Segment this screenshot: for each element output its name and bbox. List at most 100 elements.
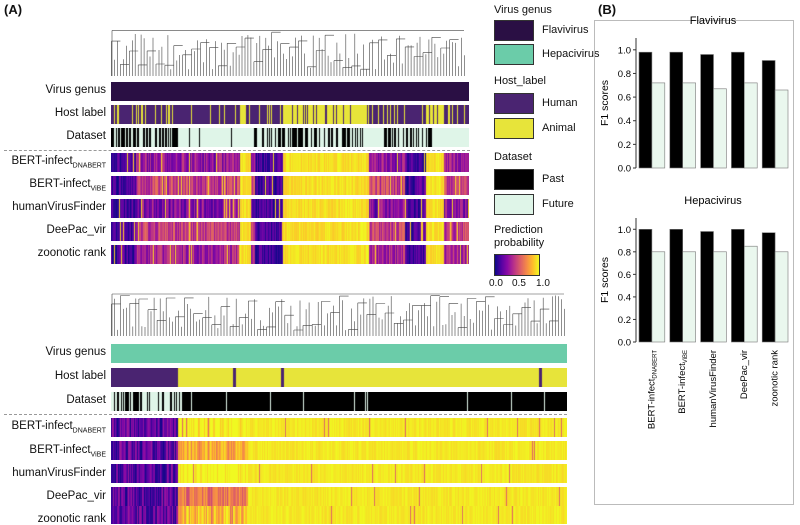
chart-1-ylabel: F1 scores [599, 257, 611, 303]
chart-0-bar-past-1 [669, 51, 684, 169]
hepaci-bert-vibe-sub: ViBE [90, 451, 106, 459]
chart-0-ytick-label-4: 0.8 [618, 69, 631, 80]
hepaci-p3-cells [111, 464, 567, 483]
chart-1-ytick-label-3: 0.6 [618, 270, 631, 281]
legend-human-swatch [494, 93, 534, 114]
flavi-bert-dnabert-track [111, 153, 469, 172]
chart-0-title: Flavivirus [690, 15, 737, 27]
hepaci-bert-vibe-track [111, 441, 567, 460]
legend-tick-1: 1.0 [536, 278, 550, 289]
flavi-host-track [111, 105, 469, 124]
flavi-row-label-bert-vibe: BERT-infectViBE [29, 178, 106, 192]
flavi-row-label-virus-genus: Virus genus [45, 84, 106, 96]
flavi-p2-cells [111, 176, 469, 195]
chart-1-ytick-label-1: 0.2 [618, 315, 631, 326]
hepaci-dataset-track [111, 392, 567, 411]
chart-1-title: Hepacivirus [684, 195, 742, 207]
hepaci-row-label-bert-dnabert: BERT-infectDNABERT [12, 420, 106, 434]
hepaci-p4-cells [111, 487, 567, 506]
chart-1-bar-past-3 [731, 229, 745, 343]
hepaci-p1-cells [111, 418, 567, 437]
chart-1-bar-future-1 [682, 251, 696, 343]
flavi-p5-cells [111, 245, 469, 264]
flavi-p4-cells [111, 222, 469, 241]
chart-1-bar-past-2 [700, 231, 714, 343]
flavi-dendrogram [111, 30, 465, 76]
legend-flavivirus-label: Flavivirus [542, 24, 589, 36]
hepaci-row-label-virus-genus: Virus genus [45, 346, 106, 358]
chart-0-bar-past-0 [638, 51, 653, 169]
hepaci-deepac-track [111, 487, 567, 506]
chart-0-ytick-label-5: 1.0 [618, 45, 631, 56]
chart-0-bar-past-3 [731, 51, 745, 169]
chart-1-bar-past-4 [761, 232, 776, 343]
chart-1-bar-future-3 [744, 245, 758, 343]
panel-a-label: (A) [4, 2, 23, 17]
legend-dataset-title: Dataset [494, 151, 532, 163]
x-category-label-2: humanVirusFinder [708, 350, 719, 427]
legend-human-label: Human [542, 97, 578, 109]
hepaci-row-label-deepac: DeePac_vir [46, 490, 106, 502]
chart-1-ytick-label-5: 1.0 [618, 225, 631, 236]
chart-1-bar-past-1 [669, 229, 684, 343]
legend-flavivirus-swatch [494, 20, 534, 41]
flavi-p1-cells [111, 153, 469, 172]
chart-0-ytick-label-2: 0.4 [618, 116, 631, 127]
chart-0-bar-future-2 [713, 88, 727, 169]
chart-0-bar-future-1 [682, 82, 696, 169]
legend-hepacivirus-swatch [494, 44, 534, 65]
hepaci-human-virus-finder-track [111, 464, 567, 483]
hepaci-genus-track [111, 344, 567, 363]
chart-0-bar-future-4 [774, 89, 789, 169]
x-category-label-4: zoonotic rank [770, 350, 781, 407]
flavi-genus-track [111, 82, 469, 101]
legend-hepacivirus-label: Hepacivirus [542, 48, 600, 60]
chart-0-ytick-label-0: 0.0 [618, 164, 631, 175]
legend-animal-label: Animal [542, 122, 576, 134]
hepaci-row-label-zoonotic: zoonotic rank [37, 513, 106, 525]
hepaci-host-cells [111, 368, 567, 387]
flavi-row-label-dataset: Dataset [66, 130, 106, 142]
flavi-bert-dnabert-sub: DNABERT [72, 162, 106, 170]
hepaci-zoonotic-track [111, 506, 567, 524]
chart-1-ytick-label-0: 0.0 [618, 338, 631, 349]
hepaci-bert-vibe-main: BERT-infect [29, 444, 91, 456]
panel-b-label: (B) [598, 2, 617, 17]
flavi-dataset-track [111, 128, 469, 147]
chart-0-bar-past-2 [700, 54, 714, 169]
legend-prob-title-2: probability [494, 237, 545, 249]
chart-0-ytick-label-3: 0.6 [618, 93, 631, 104]
chart-1-bar-future-4 [774, 251, 789, 343]
chart-0-bar-past-4 [761, 60, 776, 169]
chart-1-bar-future-0 [651, 251, 666, 343]
flavi-row-label-host: Host label [54, 107, 106, 119]
flavi-host-cells [111, 105, 469, 124]
hepaci-row-label-dataset: Dataset [66, 394, 106, 406]
hepaci-bert-dnabert-main: BERT-infect [11, 420, 73, 432]
flavi-row-label-bert-dnabert: BERT-infectDNABERT [12, 155, 106, 169]
legend-past-label: Past [542, 173, 565, 185]
legend-future-label: Future [542, 198, 574, 210]
hepaci-p2-cells [111, 441, 567, 460]
panel-b-frame [594, 20, 794, 505]
chart-1-ytick-label-4: 0.8 [618, 247, 631, 258]
legend-future-swatch [494, 194, 534, 215]
legend-virus-genus-title: Virus genus [494, 4, 552, 16]
legend-tick-0: 0.0 [489, 278, 503, 289]
flavi-bert-vibe-main: BERT-infect [29, 178, 91, 190]
legend-probability-colorbar [494, 254, 540, 276]
flavi-row-label-deepac: DeePac_vir [46, 224, 106, 236]
flavi-divider [4, 150, 470, 151]
legend-tick-05: 0.5 [512, 278, 526, 289]
legend-host-title: Host_label [494, 75, 546, 87]
flavi-genus-cells [111, 82, 469, 101]
hepaci-p5-cells [111, 506, 567, 524]
x-category-label-3: DeePac_vir [739, 350, 750, 399]
hepaci-bert-dnabert-sub: DNABERT [72, 427, 106, 435]
hepaci-row-label-human-virus-finder: humanVirusFinder [12, 467, 106, 479]
hepaci-genus-cells [111, 344, 567, 363]
chart-0-ytick-label-1: 0.2 [618, 140, 631, 151]
legend-past-swatch [494, 169, 534, 190]
x-category-label-0: BERT-infectDNABERT [646, 350, 658, 429]
hepaci-dendrogram [111, 293, 565, 336]
